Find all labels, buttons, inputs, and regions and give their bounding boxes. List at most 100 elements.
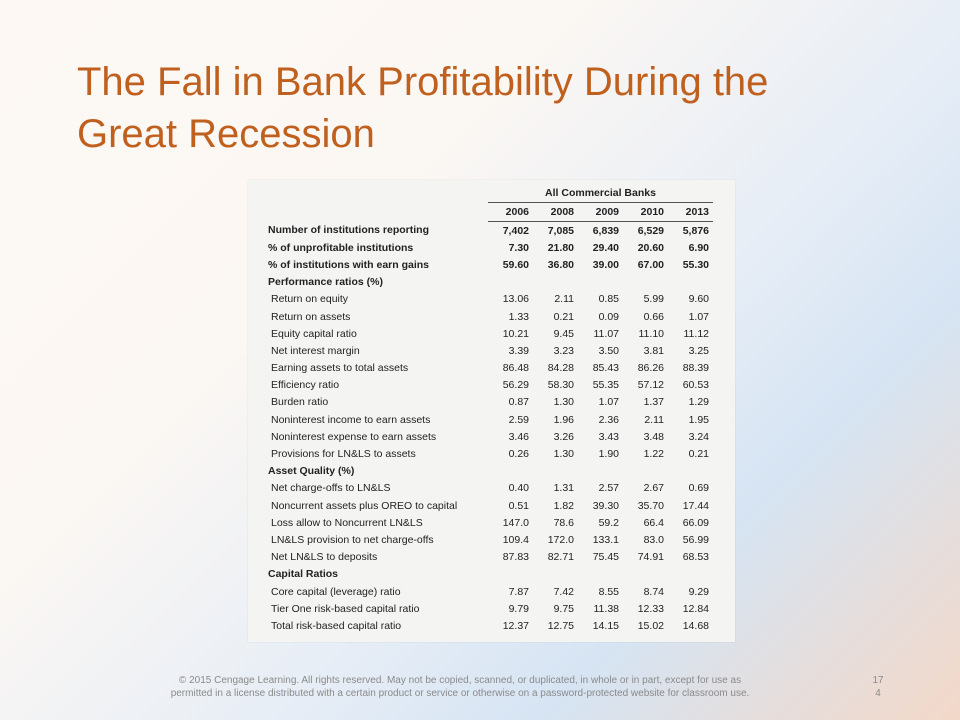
cell-value (623, 566, 668, 583)
table-group-header-row: All Commercial Banks (266, 184, 713, 203)
cell-value: 83.0 (643, 533, 664, 546)
table-row: Provisions for LN&LS to assets 0.26 1.30 1.… (266, 445, 713, 462)
cell-value: 86.26 (637, 362, 664, 375)
cell-value: 1.37 (643, 396, 664, 409)
cell-value: 3.43 (598, 430, 619, 443)
cell-value: 36.80 (547, 258, 574, 271)
cell-value: 3.48 (643, 430, 664, 443)
year-header: 2009 (578, 202, 623, 222)
row-label: Asset Quality (%) (268, 465, 355, 478)
row-label: Return on equity (271, 293, 349, 306)
cell-value: 21.80 (547, 241, 574, 254)
cell-value: 39.30 (592, 499, 619, 512)
year-header: 2013 (668, 202, 713, 222)
cell-value: 3.46 (508, 430, 529, 443)
cell-value: 75.45 (592, 551, 619, 564)
cell-value: 58.30 (547, 379, 574, 392)
row-label: Burden ratio (271, 396, 329, 409)
group-header: All Commercial Banks (488, 184, 713, 203)
row-label: Total risk-based capital ratio (271, 619, 402, 632)
cell-value: 29.40 (592, 241, 619, 254)
cell-value: 66.09 (682, 516, 709, 529)
cell-value: 1.96 (553, 413, 574, 426)
cell-value: 39.00 (592, 258, 619, 271)
cell-value: 14.68 (682, 619, 709, 632)
cell-value (623, 274, 668, 291)
cell-value: 2.11 (644, 413, 664, 426)
cell-value: 9.79 (508, 602, 529, 615)
table-row: Total risk-based capital ratio 12.37 12.75… (266, 617, 713, 634)
cell-value: 0.26 (508, 448, 529, 461)
cell-value: 2.36 (598, 413, 619, 426)
table-year-header-row: 2006 2008 2009 2010 2013 (266, 202, 713, 222)
cell-value: 35.70 (637, 499, 664, 512)
cell-value: 14.15 (592, 619, 619, 632)
copyright-footer: © 2015 Cengage Learning. All rights rese… (100, 674, 820, 700)
table-body: Number of institutions reporting 7,402 7,0… (266, 222, 713, 635)
cell-value: 15.02 (637, 619, 664, 632)
cell-value: 0.21 (553, 310, 574, 323)
cell-value: 6,529 (637, 224, 664, 237)
cell-value: 56.29 (502, 379, 529, 392)
row-label: Provisions for LN&LS to assets (271, 448, 416, 461)
cell-value: 1.29 (688, 396, 709, 409)
row-label: Net charge-offs to LN&LS (271, 482, 391, 495)
cell-value: 86.48 (502, 362, 529, 375)
slide-title-line-1: The Fall in Bank Profitability During th… (77, 60, 769, 104)
table-row: Net interest margin 3.39 3.23 3.50 3.81 3.25 (266, 342, 713, 359)
row-label: Earning assets to total assets (271, 362, 409, 375)
cell-value: 59.2 (598, 516, 619, 529)
table-section-row: Capital Ratios (266, 566, 713, 583)
cell-value: 2.67 (643, 482, 664, 495)
table-row: % of institutions with earn gains 59.60 36… (266, 256, 713, 273)
cell-value: 12.84 (682, 602, 709, 615)
cell-value: 82.71 (547, 551, 574, 564)
cell-value: 66.4 (643, 516, 664, 529)
row-label: Noninterest income to earn assets (271, 413, 431, 426)
page-number-line-1: 17 (872, 675, 884, 686)
cell-value: 60.53 (682, 379, 709, 392)
row-label: Core capital (leverage) ratio (271, 585, 401, 598)
table-row: Noninterest income to earn assets 2.59 1.9… (266, 411, 713, 428)
cell-value: 1.07 (688, 310, 709, 323)
row-label: Capital Ratios (268, 568, 339, 581)
cell-value: 78.6 (553, 516, 574, 529)
year-header: 2010 (623, 202, 668, 222)
cell-value: 85.43 (592, 362, 619, 375)
cell-value: 7.87 (508, 585, 529, 598)
table-row: Tier One risk-based capital ratio 9.79 9.7… (266, 600, 713, 617)
cell-value: 57.12 (637, 379, 664, 392)
cell-value: 7.42 (553, 585, 574, 598)
row-label: Noncurrent assets plus OREO to capital (271, 499, 458, 512)
page-number-line-2: 4 (875, 688, 881, 699)
cell-value: 87.83 (502, 551, 529, 564)
cell-value: 9.45 (553, 327, 574, 340)
cell-value: 1.30 (553, 396, 574, 409)
row-label: Net LN&LS to deposits (271, 551, 378, 564)
table-row: Return on equity 13.06 2.11 0.85 5.99 9.60 (266, 291, 713, 308)
table-row: Efficiency ratio 56.29 58.30 55.35 57.12 60.5… (266, 377, 713, 394)
cell-value: 12.33 (637, 602, 664, 615)
cell-value (533, 566, 578, 583)
cell-value: 7,085 (547, 224, 574, 237)
cell-value: 0.87 (508, 396, 529, 409)
cell-value: 1.07 (598, 396, 619, 409)
cell-value: 0.40 (508, 482, 529, 495)
year-header: 2006 (488, 202, 533, 222)
cell-value: 11.10 (638, 327, 665, 340)
row-label: Tier One risk-based capital ratio (271, 602, 420, 615)
cell-value: 11.12 (683, 327, 710, 340)
row-label: Noninterest expense to earn assets (271, 430, 437, 443)
cell-value: 56.99 (682, 533, 709, 546)
cell-value: 1.95 (688, 413, 709, 426)
cell-value (533, 274, 578, 291)
cell-value: 11.07 (593, 327, 620, 340)
cell-value: 147.0 (502, 516, 529, 529)
cell-value: 20.60 (637, 241, 664, 254)
table-row: Number of institutions reporting 7,402 7,0… (266, 222, 713, 240)
cell-value: 67.00 (637, 258, 664, 271)
footer-line-1: © 2015 Cengage Learning. All rights rese… (178, 675, 742, 686)
cell-value: 13.06 (502, 293, 529, 306)
table-section-row: Performance ratios (%) (266, 274, 713, 291)
cell-value: 0.85 (598, 293, 619, 306)
